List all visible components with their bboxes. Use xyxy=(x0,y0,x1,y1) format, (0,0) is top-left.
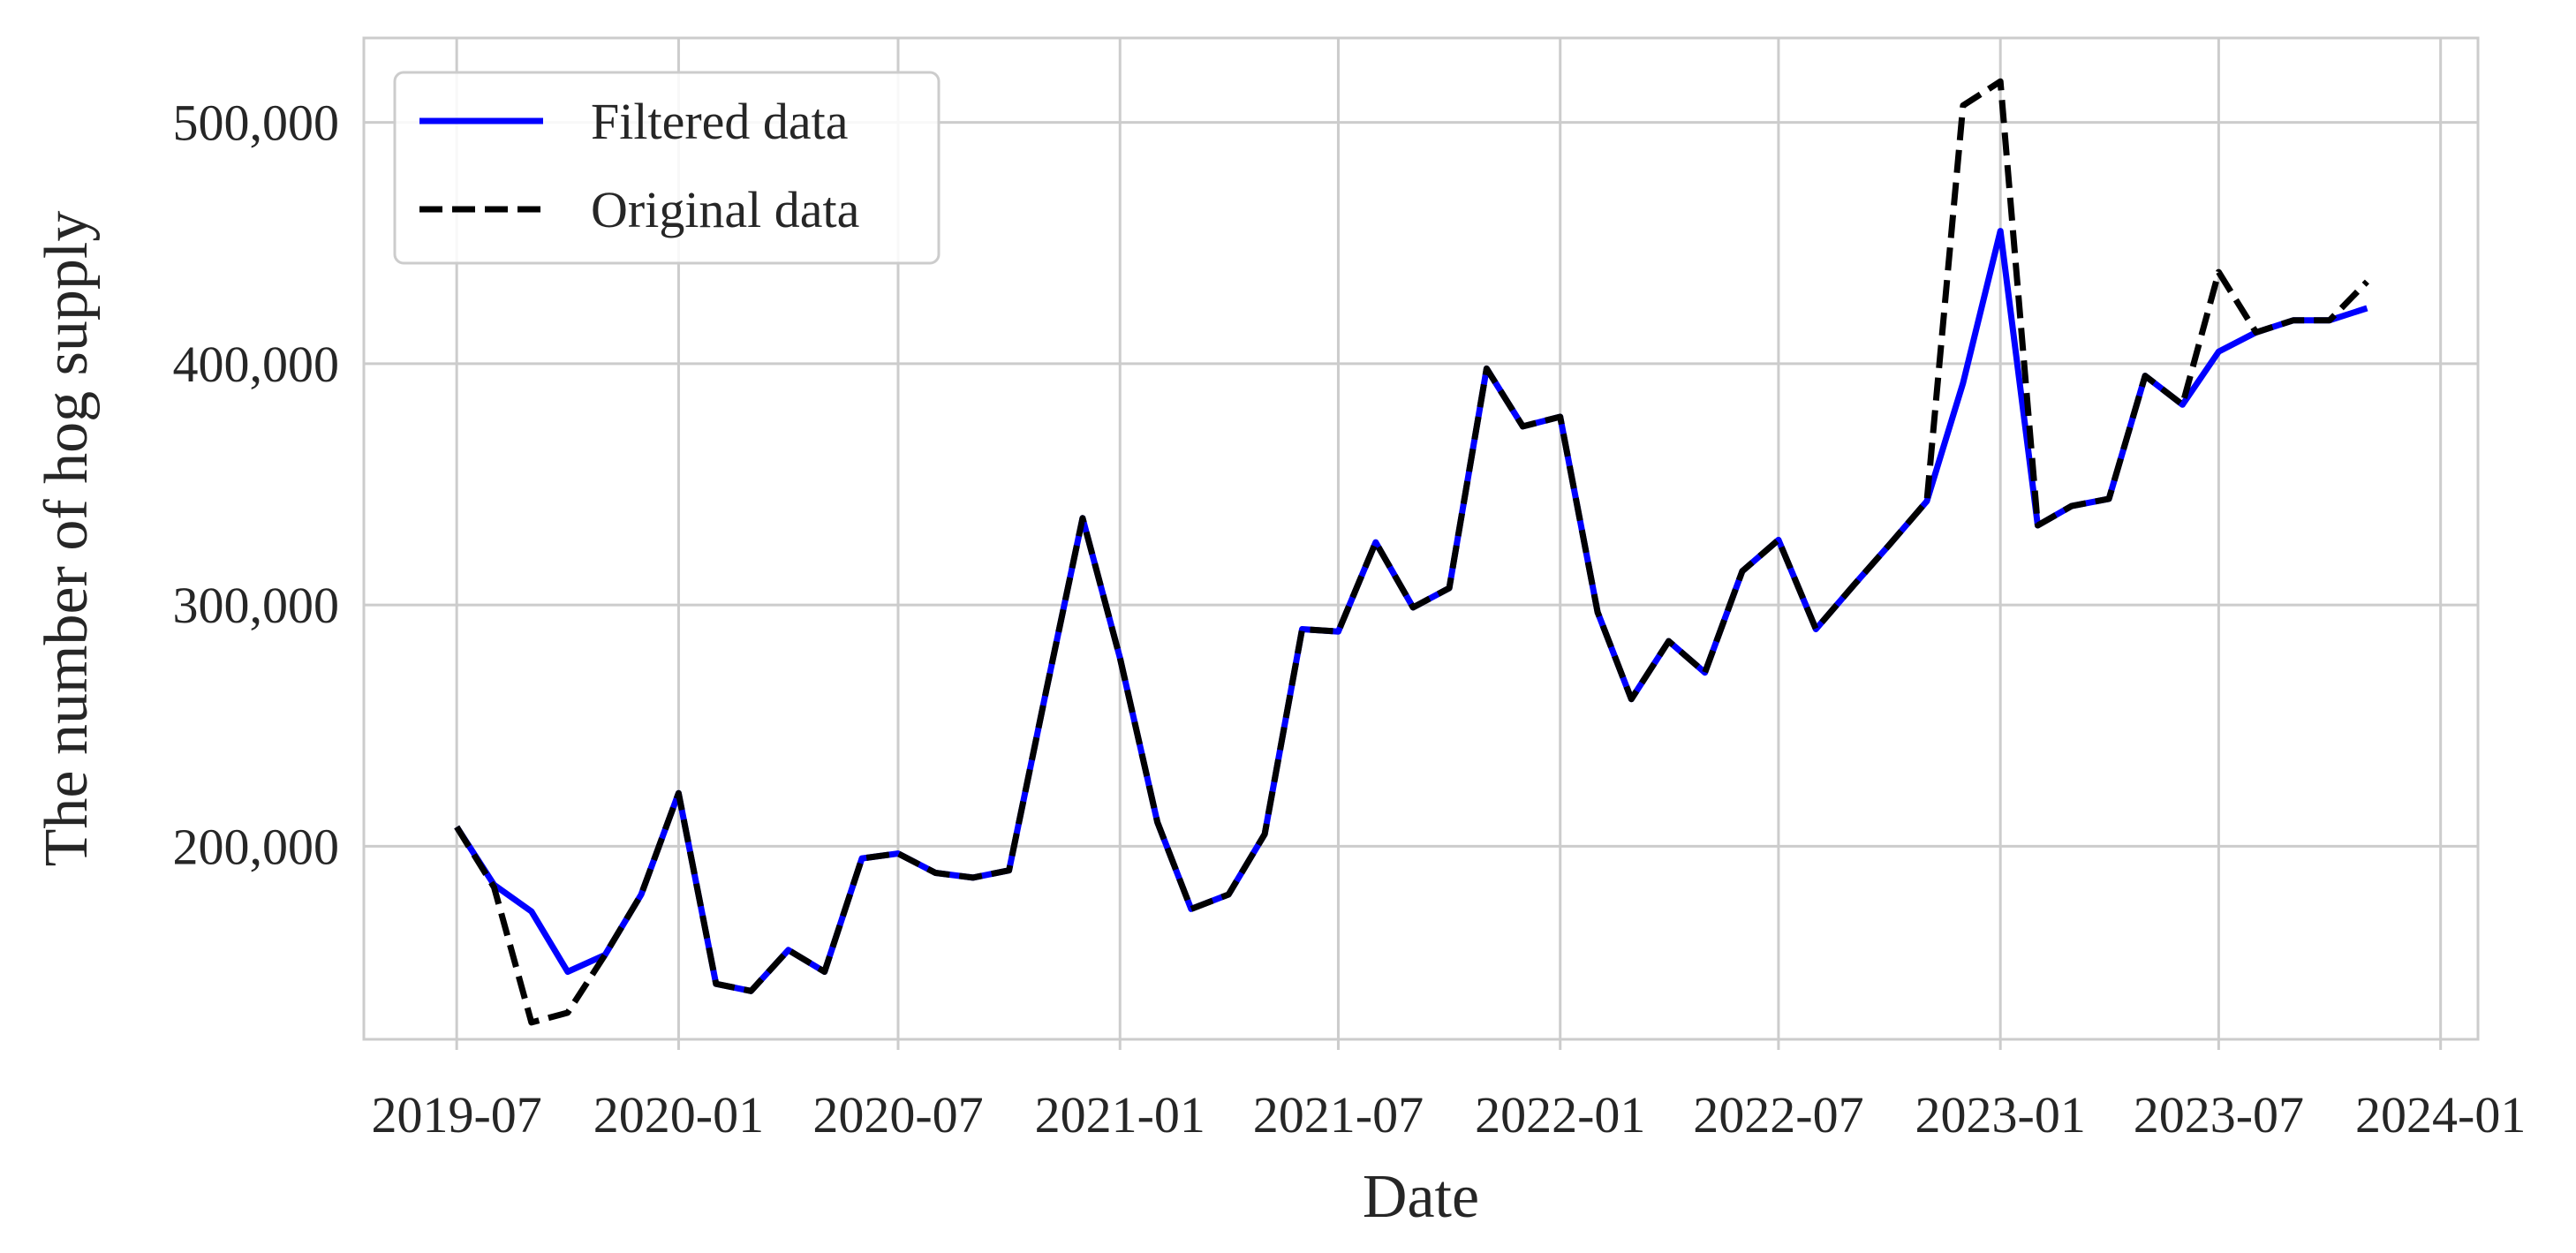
original-data-line xyxy=(454,78,2369,1026)
legend-label: Original data xyxy=(591,181,859,238)
x-tick-label: 2023-07 xyxy=(2134,1086,2304,1144)
x-tick-label: 2021-01 xyxy=(1035,1086,1205,1144)
x-tick-label: 2022-07 xyxy=(1693,1086,1863,1144)
x-tick-label: 2022-01 xyxy=(1475,1086,1645,1144)
x-tick-label: 2020-01 xyxy=(593,1086,764,1144)
y-tick-label: 300,000 xyxy=(173,577,340,634)
x-tick-label: 2019-07 xyxy=(371,1086,541,1144)
x-tick-label: 2020-07 xyxy=(812,1086,983,1144)
legend: Filtered data Original data xyxy=(393,71,941,265)
x-axis-label: Date xyxy=(1363,1163,1479,1231)
series-group xyxy=(454,78,2369,1026)
plot-frame xyxy=(362,36,2480,1041)
y-tick-label: 200,000 xyxy=(173,818,340,875)
x-tick-label: 2021-07 xyxy=(1253,1086,1424,1144)
axes: 2019-07 2020-01 2020-07 2021-01 2021-07 2022-… xyxy=(173,36,2526,1144)
y-tick-label: 400,000 xyxy=(173,336,340,393)
x-tick-label: 2023-01 xyxy=(1915,1086,2086,1144)
x-tick-label: 2024-01 xyxy=(2355,1086,2526,1144)
y-axis-label: The number of hog supply xyxy=(33,211,101,867)
y-tick-label: 500,000 xyxy=(173,94,340,152)
legend-label: Filtered data xyxy=(591,93,849,150)
